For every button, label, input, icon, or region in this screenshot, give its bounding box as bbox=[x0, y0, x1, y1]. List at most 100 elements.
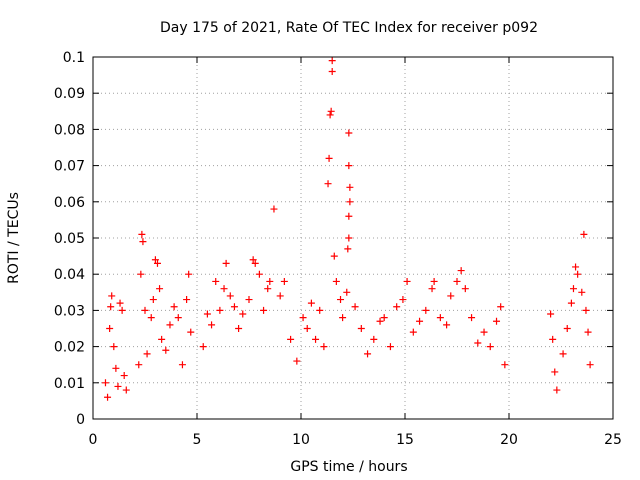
data-point bbox=[143, 350, 151, 358]
data-point bbox=[316, 306, 324, 314]
data-point bbox=[162, 346, 170, 354]
data-point bbox=[270, 205, 278, 213]
y-tick-label: 0.09 bbox=[54, 86, 85, 102]
data-point bbox=[235, 325, 243, 332]
data-point bbox=[325, 154, 333, 162]
y-tick-label: 0.1 bbox=[63, 50, 85, 66]
data-point bbox=[559, 350, 567, 358]
data-point bbox=[183, 296, 191, 304]
data-point bbox=[461, 285, 469, 293]
data-point bbox=[493, 317, 501, 325]
x-tick-label: 25 bbox=[604, 432, 622, 448]
data-point bbox=[114, 382, 122, 390]
data-point bbox=[497, 303, 505, 311]
data-point bbox=[122, 386, 130, 394]
data-point bbox=[249, 256, 257, 264]
data-point bbox=[230, 303, 238, 311]
data-point bbox=[266, 277, 274, 285]
data-point bbox=[580, 230, 588, 238]
y-tick-label: 0.08 bbox=[54, 122, 85, 138]
data-point bbox=[212, 277, 220, 285]
data-point bbox=[569, 285, 577, 293]
data-point bbox=[222, 259, 230, 267]
data-point bbox=[346, 198, 354, 206]
data-point bbox=[574, 270, 582, 278]
data-point bbox=[345, 234, 353, 242]
data-point bbox=[245, 296, 253, 304]
axis-ticks bbox=[92, 56, 614, 420]
data-point bbox=[572, 263, 580, 271]
data-point bbox=[567, 299, 575, 307]
data-point bbox=[430, 277, 438, 285]
x-tick-label: 0 bbox=[89, 432, 98, 448]
data-point bbox=[376, 317, 384, 325]
x-tick-label: 20 bbox=[500, 432, 518, 448]
data-point bbox=[307, 299, 315, 307]
data-point bbox=[312, 335, 320, 343]
data-point bbox=[226, 292, 234, 300]
data-point bbox=[141, 306, 149, 314]
data-point bbox=[443, 321, 451, 329]
data-point bbox=[158, 335, 166, 343]
y-tick-label: 0.02 bbox=[54, 340, 85, 356]
data-point bbox=[551, 368, 559, 376]
data-point bbox=[320, 343, 328, 351]
data-point bbox=[264, 285, 272, 293]
x-tick-label: 15 bbox=[396, 432, 414, 448]
data-point bbox=[486, 343, 494, 351]
y-axis-label: ROTI / TECUs bbox=[6, 192, 22, 284]
y-tick-labels: 0 0.01 0.02 0.03 0.04 0.05 0.06 0.07 0.08 0.09 0.1 bbox=[54, 50, 85, 428]
data-point bbox=[501, 361, 509, 369]
data-point bbox=[276, 292, 284, 300]
data-point bbox=[416, 317, 424, 325]
y-tick-label: 0.06 bbox=[54, 195, 85, 211]
data-point bbox=[303, 325, 311, 332]
data-point bbox=[584, 328, 592, 336]
data-point bbox=[203, 310, 211, 318]
data-point bbox=[447, 292, 455, 300]
data-point bbox=[453, 277, 461, 285]
data-point bbox=[220, 285, 228, 293]
data-point bbox=[343, 288, 351, 296]
data-point bbox=[337, 296, 345, 304]
data-point bbox=[327, 107, 335, 115]
data-point bbox=[170, 303, 178, 311]
data-point bbox=[216, 306, 224, 314]
y-tick-label: 0.04 bbox=[54, 267, 85, 283]
data-point bbox=[107, 303, 115, 311]
data-point bbox=[108, 292, 116, 300]
grid-lines bbox=[93, 57, 613, 419]
data-point bbox=[199, 343, 207, 351]
y-tick-label: 0.07 bbox=[54, 159, 85, 175]
data-point bbox=[345, 162, 353, 170]
data-points bbox=[101, 57, 594, 401]
data-point bbox=[330, 252, 338, 260]
data-point bbox=[255, 270, 263, 278]
data-point bbox=[208, 321, 216, 329]
data-point bbox=[149, 296, 157, 304]
data-point bbox=[428, 285, 436, 293]
data-point bbox=[153, 259, 161, 267]
data-point bbox=[328, 57, 336, 65]
data-point bbox=[422, 306, 430, 314]
data-point bbox=[106, 325, 114, 332]
chart-title: Day 175 of 2021, Rate Of TEC Index for r… bbox=[160, 20, 538, 36]
data-point bbox=[409, 328, 417, 336]
data-point bbox=[328, 67, 336, 75]
data-point bbox=[480, 328, 488, 336]
data-point bbox=[251, 259, 259, 267]
data-point bbox=[112, 364, 120, 372]
data-point bbox=[137, 270, 145, 278]
data-point bbox=[187, 328, 195, 336]
data-point bbox=[299, 314, 307, 322]
data-point bbox=[393, 303, 401, 311]
x-tick-label: 5 bbox=[193, 432, 202, 448]
data-point bbox=[287, 335, 295, 343]
data-point bbox=[346, 183, 354, 191]
data-point bbox=[326, 111, 334, 119]
data-point bbox=[364, 350, 372, 358]
x-tick-labels: 0 5 10 15 20 25 bbox=[89, 432, 622, 448]
data-point bbox=[549, 335, 557, 343]
data-point bbox=[104, 393, 112, 401]
